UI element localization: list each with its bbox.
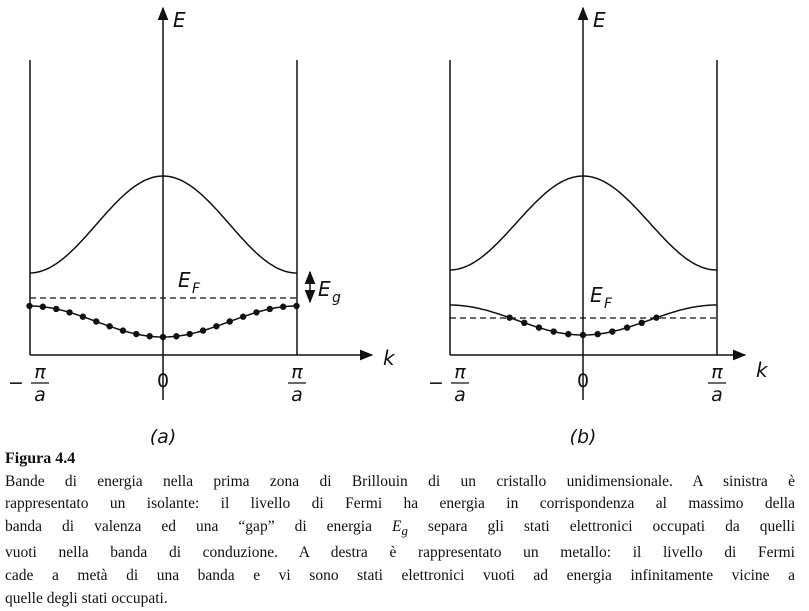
tick-right-den: a: [291, 384, 303, 406]
axis-label-k: k: [756, 358, 769, 382]
occupied-state: [146, 333, 153, 340]
occupied-state: [199, 327, 207, 334]
occupied-state: [239, 313, 247, 320]
caption: Figura 4.4 Bande di energia nella prima z…: [5, 448, 795, 610]
occupied-state: [293, 302, 300, 310]
occupied-state: [133, 330, 140, 338]
occupied-state: [106, 323, 113, 330]
occupied-state: [579, 331, 587, 339]
tick-left-den: a: [454, 384, 466, 406]
occupied-state: [550, 328, 557, 335]
caption-line: cade a metà di una banda e vi sono stati…: [5, 567, 795, 585]
caption-text: banda di valenza ed una “gap” di energia: [5, 517, 372, 535]
axis-label-e: E: [173, 8, 186, 32]
axis-label-e: E: [593, 8, 606, 32]
gap-label-sub: g: [332, 290, 341, 306]
fermi-label: E: [178, 268, 191, 292]
upper-band: [29, 175, 297, 274]
tick-left-num: π: [34, 361, 46, 383]
tick-left-sign: −: [8, 372, 24, 394]
tick-zero: 0: [157, 370, 169, 392]
caption-title: Figura 4.4: [5, 450, 76, 467]
occupied-state: [39, 303, 47, 310]
caption-line: banda di valenza ed una “gap” di energia…: [5, 516, 795, 543]
occupied-state: [565, 330, 572, 338]
occupied-state: [66, 309, 73, 316]
occupied-state: [609, 328, 616, 335]
caption-line: Bande di energia nella prima zona di Bri…: [5, 472, 795, 490]
axis-label-k: k: [383, 346, 396, 370]
tick-right-num: π: [291, 361, 303, 383]
caption-line: quelle degli stati occupati.: [5, 589, 168, 607]
occupied-state: [226, 318, 233, 325]
tick-left-den: a: [34, 384, 46, 406]
occupied-state: [26, 302, 33, 310]
occupied-state: [79, 313, 87, 320]
occupied-state: [506, 314, 513, 321]
caption-var: E: [391, 517, 402, 535]
caption-line: rappresentato un isolante: il livello di…: [5, 495, 795, 513]
fermi-label-sub: F: [604, 296, 613, 312]
occupied-state: [521, 319, 528, 327]
tick-left-sign: −: [428, 372, 444, 394]
occupied-state: [173, 333, 180, 340]
fermi-label-sub: F: [192, 281, 201, 297]
occupied-state: [653, 314, 660, 321]
occupied-state: [186, 330, 193, 338]
occupied-state: [535, 324, 543, 331]
panel-label: (a): [150, 426, 176, 445]
gap-label: E: [318, 277, 331, 301]
occupied-state: [594, 330, 601, 338]
occupied-state: [93, 318, 100, 325]
occupied-state: [159, 333, 167, 341]
fermi-label: E: [590, 283, 603, 307]
occupied-state: [266, 305, 273, 313]
caption-text: separa gli stati elettronici occupati da…: [427, 517, 795, 535]
caption-line: vuoti nella banda di conduzione. A destr…: [5, 544, 795, 562]
occupied-state: [279, 303, 287, 310]
occupied-state: [253, 309, 260, 316]
tick-left-num: π: [454, 361, 466, 383]
tick-right-num: π: [711, 361, 723, 383]
occupied-state: [119, 327, 127, 334]
occupied-state: [638, 319, 645, 327]
occupied-state: [213, 323, 220, 330]
occupied-state: [623, 324, 631, 331]
tick-right-den: a: [711, 384, 723, 406]
tick-zero: 0: [577, 370, 589, 392]
panel-label: (b): [570, 426, 597, 445]
upper-band: [449, 175, 717, 271]
occupied-state: [53, 305, 60, 313]
caption-var-sub: g: [401, 522, 408, 538]
